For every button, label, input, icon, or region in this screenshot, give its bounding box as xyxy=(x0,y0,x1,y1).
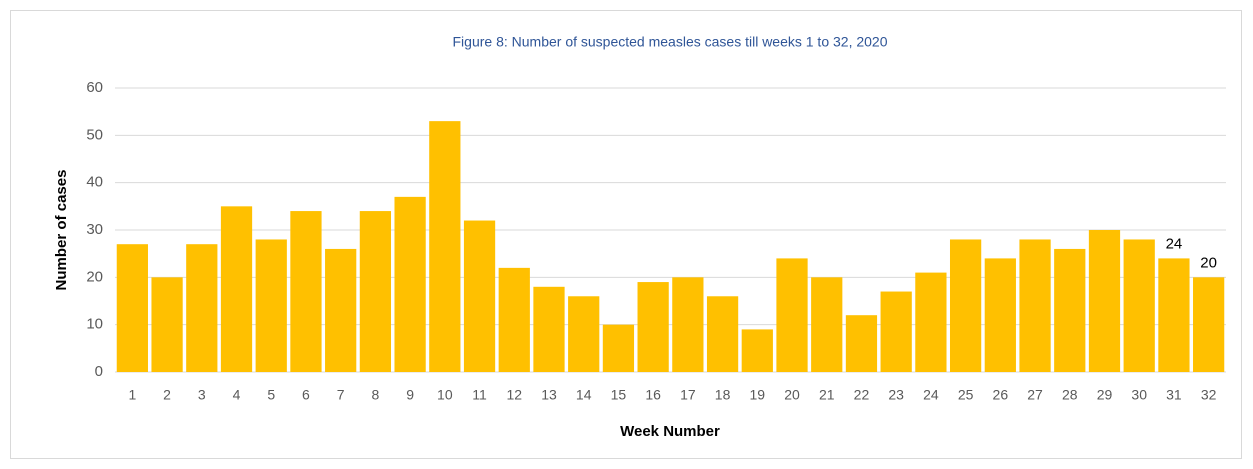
x-tick-label: 15 xyxy=(611,387,627,403)
x-tick-label: 12 xyxy=(506,387,522,403)
x-tick-label: 10 xyxy=(437,387,453,403)
x-tick-label: 2 xyxy=(163,387,171,403)
bar xyxy=(845,315,878,372)
bar xyxy=(949,239,982,372)
x-tick-label: 20 xyxy=(784,387,800,403)
bar xyxy=(984,258,1016,372)
bar xyxy=(116,244,148,372)
x-tick-label: 17 xyxy=(680,387,696,403)
x-tick-label: 13 xyxy=(541,387,557,403)
x-tick-label: 24 xyxy=(923,387,939,403)
bar xyxy=(1088,230,1121,372)
x-tick-label: 31 xyxy=(1166,387,1182,403)
x-axis-title: Week Number xyxy=(620,423,720,440)
bar xyxy=(1123,239,1155,372)
x-tick-label: 29 xyxy=(1097,387,1113,403)
x-tick-label: 21 xyxy=(819,387,835,403)
x-tick-label: 19 xyxy=(750,387,766,403)
y-tick-label: 0 xyxy=(95,363,103,380)
bar xyxy=(741,329,773,372)
y-tick-label: 50 xyxy=(86,126,103,143)
bar xyxy=(151,277,183,372)
x-tick-label: 8 xyxy=(371,387,379,403)
x-tick-label: 28 xyxy=(1062,387,1078,403)
y-axis-title: Number of cases xyxy=(53,170,70,291)
bar xyxy=(880,291,912,372)
x-tick-label: 14 xyxy=(576,387,592,403)
bar xyxy=(1193,277,1225,372)
bar xyxy=(672,277,704,372)
bar xyxy=(255,239,287,372)
y-tick-label: 10 xyxy=(86,316,103,333)
x-tick-label: 25 xyxy=(958,387,974,403)
chart-title: Figure 8: Number of suspected measles ca… xyxy=(453,34,888,50)
y-tick-label: 60 xyxy=(86,79,103,96)
bar xyxy=(290,211,322,372)
bar xyxy=(776,258,808,372)
bar xyxy=(220,206,253,372)
bar xyxy=(1158,258,1190,372)
data-label: 24 xyxy=(1166,235,1183,252)
x-tick-label: 9 xyxy=(406,387,414,403)
bar xyxy=(706,296,739,372)
chart-border xyxy=(10,10,1242,459)
x-tick-label: 18 xyxy=(715,387,731,403)
bar xyxy=(186,244,218,372)
bar xyxy=(1019,239,1051,372)
bar xyxy=(811,277,843,372)
y-tick-label: 30 xyxy=(86,221,103,238)
bar xyxy=(359,211,392,372)
bar xyxy=(602,324,635,372)
x-tick-label: 11 xyxy=(472,387,487,403)
x-tick-label: 23 xyxy=(888,387,904,403)
x-tick-label: 1 xyxy=(128,387,136,403)
bar xyxy=(429,121,461,372)
x-tick-label: 32 xyxy=(1201,387,1217,403)
x-tick-label: 27 xyxy=(1027,387,1043,403)
x-tick-label: 30 xyxy=(1131,387,1147,403)
bar xyxy=(915,272,947,372)
x-tick-label: 6 xyxy=(302,387,310,403)
x-tick-label: 5 xyxy=(267,387,275,403)
x-tick-label: 26 xyxy=(993,387,1009,403)
bar xyxy=(498,267,530,372)
bar xyxy=(568,296,600,372)
bar xyxy=(533,286,565,372)
bar xyxy=(394,196,426,372)
x-tick-label: 7 xyxy=(337,387,345,403)
bar xyxy=(463,220,496,372)
y-tick-label: 20 xyxy=(86,268,103,285)
x-tick-label: 4 xyxy=(233,387,241,403)
bar xyxy=(1054,248,1086,372)
bar xyxy=(325,248,357,372)
data-label: 20 xyxy=(1200,254,1217,271)
x-tick-label: 16 xyxy=(645,387,661,403)
y-tick-label: 40 xyxy=(86,174,103,191)
bar xyxy=(637,282,669,372)
x-tick-label: 22 xyxy=(854,387,870,403)
x-tick-label: 3 xyxy=(198,387,206,403)
